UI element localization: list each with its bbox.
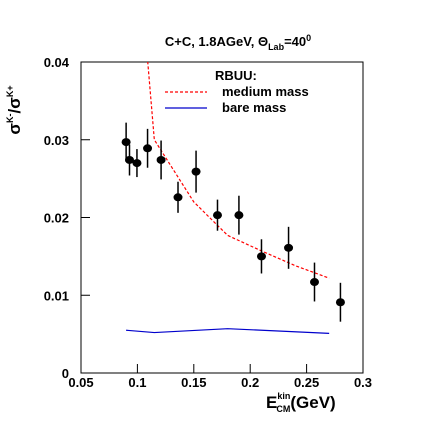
data-point	[335, 298, 345, 307]
plot-area	[121, 62, 345, 334]
y-tick-label: 0	[62, 366, 69, 381]
x-tick-label: 0.2	[241, 375, 259, 390]
data-point	[212, 211, 222, 220]
y-label-num: σ	[5, 123, 24, 135]
legend-title: RBUU:	[215, 68, 257, 83]
x-tick-label: 0.05	[68, 375, 93, 390]
x-label-sub: CM	[276, 404, 290, 414]
title-sup: 0	[306, 33, 311, 43]
title-sub: Lab	[268, 42, 285, 52]
y-label-num-sup: K-	[5, 114, 15, 124]
x-tick-label: 0.25	[294, 375, 319, 390]
y-label-den-sup: K+	[5, 85, 15, 97]
data-point	[191, 167, 201, 176]
x-tick-label: 0.1	[128, 375, 146, 390]
y-label-slash: /	[5, 109, 24, 114]
data-point	[132, 159, 142, 168]
x-label-main: E	[266, 393, 277, 412]
legend-label: bare mass	[222, 100, 286, 115]
legend-label: medium mass	[222, 84, 309, 99]
y-label-den: σ	[5, 97, 24, 109]
title-main: C+C, 1.8AGeV, Θ	[165, 34, 268, 49]
y-axis-label: σK-/σK+	[5, 85, 24, 134]
y-tick-label: 0.01	[44, 288, 69, 303]
x-label-sup: kin	[277, 391, 290, 401]
data-point	[143, 144, 153, 153]
data-point	[234, 211, 244, 220]
data-point	[121, 138, 131, 147]
x-tick-label: 0.3	[354, 375, 372, 390]
data-point	[125, 155, 135, 164]
x-label-tail: (GeV)	[290, 393, 335, 412]
chart-title: C+C, 1.8AGeV, ΘLab=400	[165, 33, 311, 52]
title-tail: =40	[284, 34, 306, 49]
line-series	[126, 328, 330, 334]
data-point	[156, 155, 166, 164]
data-point	[256, 252, 266, 261]
data-point	[309, 278, 319, 287]
x-axis-label: Ekin CM(GeV)	[266, 391, 336, 414]
y-tick-label: 0.02	[44, 211, 69, 226]
y-tick-label: 0.04	[44, 55, 70, 70]
data-point	[284, 243, 294, 252]
data-point	[173, 193, 183, 202]
x-tick-label: 0.15	[181, 375, 206, 390]
y-tick-label: 0.03	[44, 133, 69, 148]
